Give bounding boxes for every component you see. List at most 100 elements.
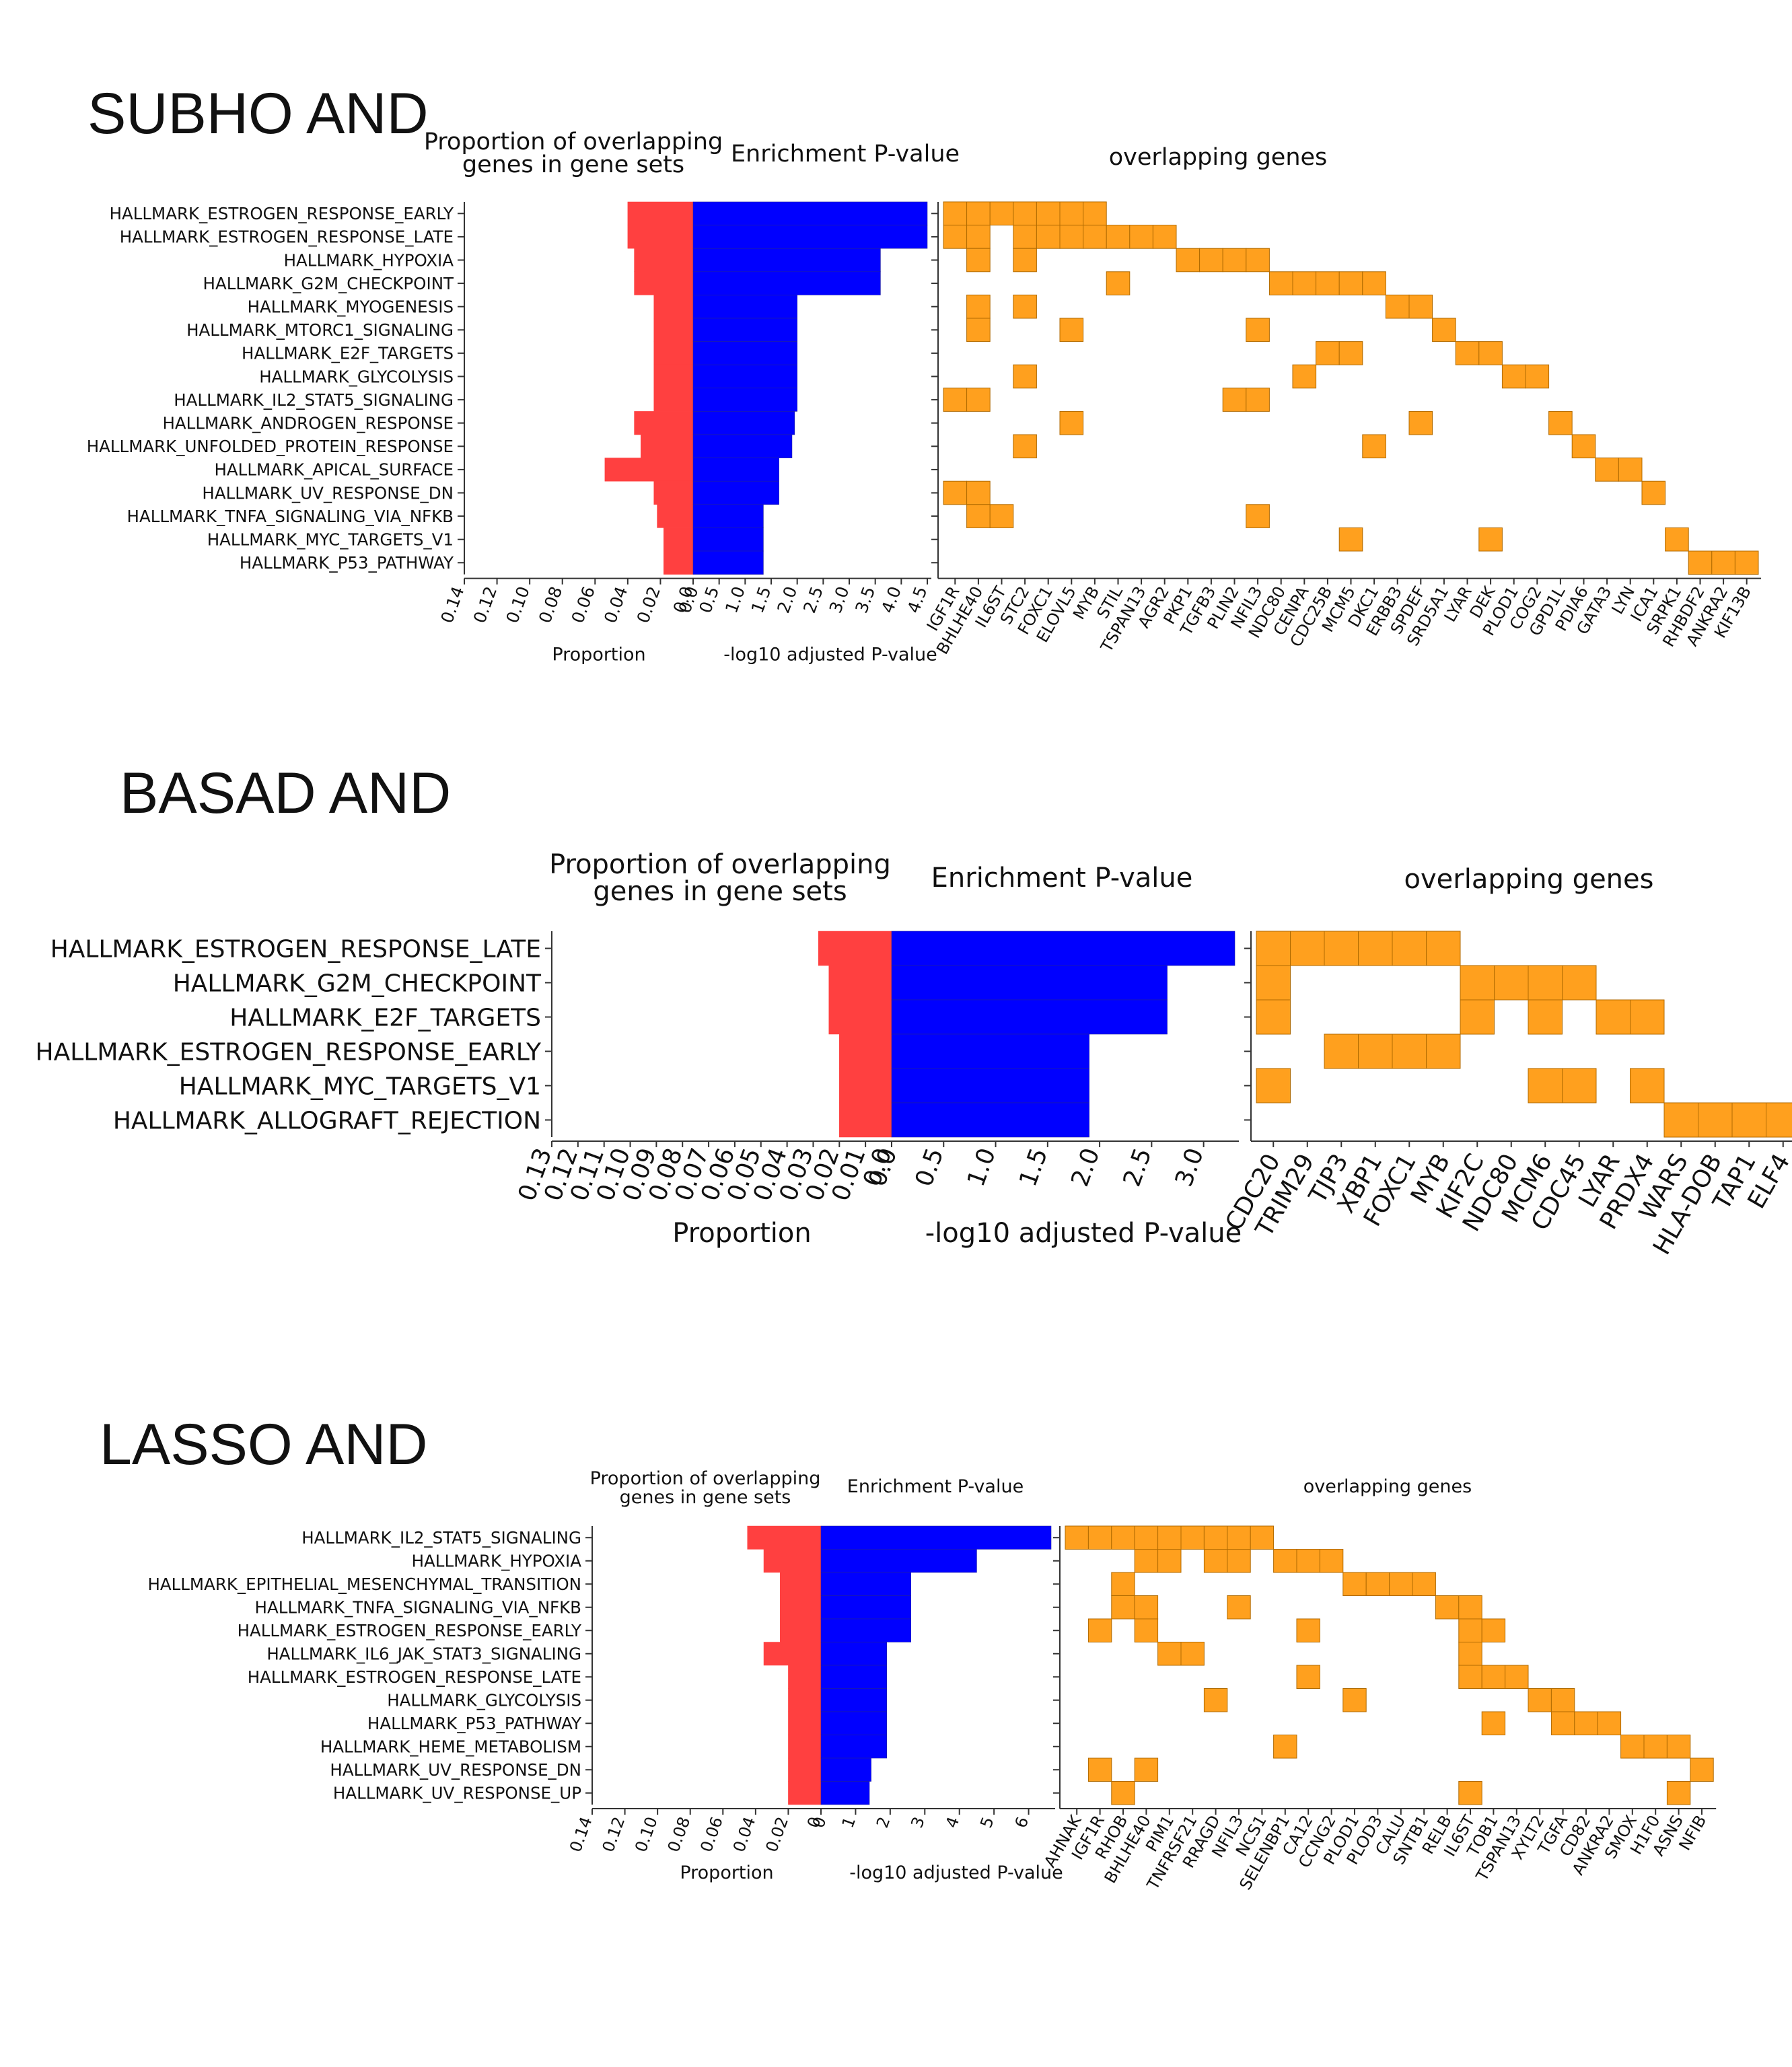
proportion-bar [747,1525,822,1550]
pvalue-bar [692,388,797,412]
pvalue-bar [891,1068,1089,1103]
overlap-cell [1550,1711,1575,1735]
category-label: HALLMARK_ESTROGEN_RESPONSE_LATE [248,1667,581,1687]
overlap-cell [966,480,991,505]
overlap-cell [1273,1735,1297,1759]
overlap-cell [1013,434,1037,459]
panel-title: BASAD AND [120,761,451,826]
category-label: HALLMARK_ESTROGEN_RESPONSE_EARLY [238,1621,582,1640]
proportion-axis-label: Proportion [672,1218,811,1249]
proportion-bar [634,271,694,295]
category-label: HALLMARK_HYPOXIA [412,1552,582,1571]
category-label: HALLMARK_G2M_CHECKPOINT [173,970,542,997]
overlap-cell [1203,1525,1228,1550]
overlap-cell [1481,1711,1506,1735]
overlap-cell [1505,1665,1529,1689]
overlap-cell [1292,271,1317,295]
overlap-cell [1065,1525,1089,1550]
proportion-bar [839,1068,892,1103]
proportion-header-line: genes in gene sets [620,1487,791,1508]
overlap-cell [1690,1757,1714,1782]
overlap-cell [1250,1525,1275,1550]
overlap-cell [1389,1572,1413,1596]
genes-header: overlapping genes [1404,864,1654,895]
pvalue-bar [692,411,795,435]
proportion-bar [788,1757,822,1782]
category-label: HALLMARK_ANDROGEN_RESPONSE [163,414,454,433]
overlap-cell [1199,248,1223,273]
overlap-cell [1528,965,1563,1001]
overlap-cell [1296,1549,1320,1573]
proportion-bar [780,1572,822,1596]
pvalue-bar [692,318,797,342]
proportion-bar [788,1711,822,1735]
overlap-cell [1731,1102,1766,1138]
proportion-bar [641,434,694,458]
overlap-cell [1643,1735,1668,1759]
proportion-bar [818,931,892,966]
overlap-cell [1256,931,1291,966]
category-label: HALLMARK_EPITHELIAL_MESENCHYMAL_TRANSITI… [147,1574,581,1594]
overlap-cell [1562,1068,1597,1103]
overlap-cell [966,201,991,226]
pvalue-bar [692,528,764,552]
overlap-cell [1319,1549,1344,1573]
overlap-cell [1597,1711,1622,1735]
category-label: HALLMARK_ESTROGEN_RESPONSE_EARLY [36,1038,542,1066]
overlap-cell [1458,1665,1482,1689]
overlap-cell [943,388,968,412]
overlap-cell [1059,201,1084,226]
overlap-cell [1273,1549,1297,1573]
overlap-cell [1698,1102,1733,1138]
overlap-cell [1324,1034,1359,1069]
pvalue-bar [692,225,928,249]
category-label: HALLMARK_ALLOGRAFT_REJECTION [113,1107,541,1134]
overlap-cell [1501,364,1526,389]
overlap-cell [1666,1735,1691,1759]
overlap-cell [1246,318,1270,342]
overlap-cell [966,294,991,319]
overlap-cell [966,388,991,412]
overlap-cell [1481,1618,1506,1642]
overlap-cell [1478,341,1503,365]
proportion-bar [653,318,694,342]
pvalue-bar [820,1595,912,1620]
panel-title: SUBHO AND [87,81,429,146]
pvalue-bar [820,1665,888,1689]
overlap-cell [1460,965,1495,1001]
overlap-cell [1203,1549,1228,1573]
overlap-cell [1256,965,1291,1001]
overlap-cell [1227,1549,1251,1573]
pvalue-bar [692,458,779,482]
overlap-cell [1392,931,1427,966]
overlap-cell [1106,271,1131,295]
overlap-cell [966,504,991,528]
category-label: HALLMARK_UV_RESPONSE_UP [333,1784,581,1803]
overlap-cell [1426,931,1461,966]
proportion-header-line: Proportion of overlapping [424,129,723,155]
proportion-bar [627,225,694,249]
pvalue-axis-label: -log10 adjusted P-value [925,1218,1242,1249]
proportion-bar [788,1781,822,1805]
overlap-cell [1528,1068,1563,1103]
overlap-cell [1180,1642,1205,1666]
pvalue-bar [820,1525,1052,1550]
proportion-bar [780,1618,822,1642]
overlap-cell [1134,1757,1159,1782]
overlap-cell [1458,1595,1482,1620]
category-label: HALLMARK_G2M_CHECKPOINT [203,274,454,293]
overlap-cell [989,201,1014,226]
overlap-cell [1296,1618,1320,1642]
pvalue-bar [692,434,793,458]
panel-title: LASSO AND [100,1412,428,1477]
category-label: HALLMARK_P53_PATHWAY [367,1714,582,1733]
pvalue-bar [692,248,881,273]
pvalue-bar [692,480,779,505]
overlap-cell [1180,1525,1205,1550]
pvalue-bar [891,965,1168,1001]
pvalue-bar [820,1572,912,1596]
proportion-bar [788,1665,822,1689]
overlap-cell [1548,410,1573,435]
overlap-cell [1571,434,1596,459]
overlap-cell [1481,1665,1506,1689]
